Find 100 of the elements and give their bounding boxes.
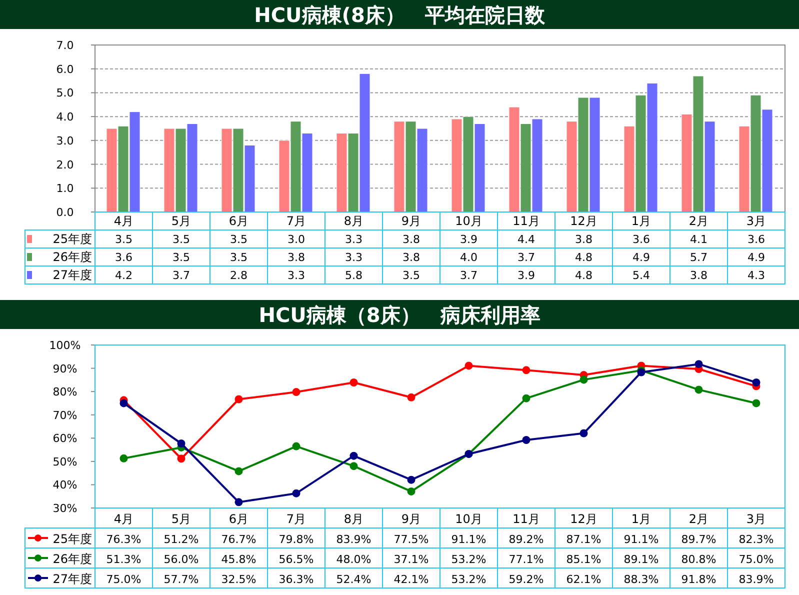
data-label: 91.8% xyxy=(681,573,716,586)
data-label: 79.8% xyxy=(278,533,314,546)
data-label: 53.2% xyxy=(451,573,486,586)
data-label: 5.8 xyxy=(345,269,362,282)
data-label: 3.3 xyxy=(345,233,362,246)
data-label: 4.4 xyxy=(518,233,535,246)
x-tick-label: 12月 xyxy=(570,512,598,526)
data-label: 5.4 xyxy=(632,269,650,282)
x-tick-label: 4月 xyxy=(114,214,134,228)
legend-label: 25年度 xyxy=(52,232,92,246)
data-label: 76.7% xyxy=(221,533,256,546)
data-label: 56.5% xyxy=(278,553,314,566)
y-tick-label: 5.0 xyxy=(56,86,74,100)
data-label: 3.0 xyxy=(288,233,305,246)
x-tick-label: 1月 xyxy=(631,512,652,526)
data-label: 4.8 xyxy=(575,269,592,282)
x-tick-label: 2月 xyxy=(688,512,709,526)
data-label: 4.8 xyxy=(575,251,592,264)
x-tick-label: 7月 xyxy=(286,214,306,228)
data-label: 5.7 xyxy=(690,251,708,264)
y-tick-label: 1.0 xyxy=(56,182,74,196)
x-tick-label: 4月 xyxy=(114,512,134,526)
data-label: 85.1% xyxy=(566,553,602,566)
data-label: 91.1% xyxy=(451,533,486,546)
data-label: 4.0 xyxy=(460,251,478,264)
data-label: 3.5 xyxy=(172,251,190,264)
data-label: 56.0% xyxy=(164,553,199,566)
data-label: 51.3% xyxy=(106,553,142,566)
data-label: 89.2% xyxy=(508,533,544,546)
data-label: 3.9 xyxy=(460,233,478,246)
data-label: 4.1 xyxy=(690,233,708,246)
data-label: 51.2% xyxy=(164,533,199,546)
data-label: 75.0% xyxy=(106,573,142,586)
data-label: 3.5 xyxy=(402,269,420,282)
data-label: 3.5 xyxy=(172,233,190,246)
data-label: 80.8% xyxy=(681,553,716,566)
x-tick-label: 11月 xyxy=(512,214,540,228)
data-label: 3.3 xyxy=(288,269,305,282)
x-tick-label: 5月 xyxy=(171,214,192,228)
data-label: 89.7% xyxy=(681,533,716,546)
y-tick-label: 30% xyxy=(52,502,78,515)
data-label: 3.8 xyxy=(402,251,420,264)
data-label: 3.7 xyxy=(172,269,190,282)
data-label: 77.1% xyxy=(508,553,544,566)
chart-title: HCU病棟(8床） 平均在院日数 xyxy=(254,3,546,27)
x-tick-label: 7月 xyxy=(286,512,306,526)
data-label: 45.8% xyxy=(221,553,256,566)
x-tick-label: 3月 xyxy=(746,512,766,526)
y-tick-label: 60% xyxy=(52,432,78,446)
x-tick-label: 9月 xyxy=(401,214,422,228)
chart-title: HCU病棟（8床） 病床利用率 xyxy=(258,303,540,327)
x-tick-label: 2月 xyxy=(688,214,709,228)
data-label: 3.6 xyxy=(115,251,132,264)
data-label: 3.8 xyxy=(402,233,420,246)
legend-label: 26年度 xyxy=(52,552,92,566)
y-tick-label: 0.0 xyxy=(56,206,74,219)
data-label: 3.6 xyxy=(632,233,650,246)
data-label: 57.7% xyxy=(164,573,199,586)
x-tick-label: 9月 xyxy=(401,512,422,526)
data-label: 62.1% xyxy=(566,573,602,586)
data-label: 3.5 xyxy=(230,233,248,246)
y-tick-label: 70% xyxy=(52,408,78,422)
data-label: 3.8 xyxy=(575,233,592,246)
data-label: 3.5 xyxy=(230,251,248,264)
y-tick-label: 90% xyxy=(52,362,78,376)
x-tick-label: 1月 xyxy=(631,214,652,228)
y-tick-label: 7.0 xyxy=(56,39,74,52)
legend-label: 26年度 xyxy=(52,250,92,264)
data-label: 4.9 xyxy=(748,251,765,264)
data-label: 3.8 xyxy=(288,251,305,264)
data-label: 52.4% xyxy=(336,573,372,586)
data-label: 3.8 xyxy=(690,269,708,282)
data-label: 88.3% xyxy=(624,573,659,586)
x-tick-label: 8月 xyxy=(344,214,364,228)
x-tick-label: 3月 xyxy=(746,214,766,228)
data-label: 75.0% xyxy=(738,553,774,566)
x-tick-label: 6月 xyxy=(228,214,249,228)
x-tick-label: 12月 xyxy=(570,214,598,228)
x-tick-label: 8月 xyxy=(344,512,364,526)
y-tick-label: 2.0 xyxy=(56,158,74,172)
x-tick-label: 6月 xyxy=(228,512,249,526)
y-tick-label: 50% xyxy=(52,455,78,468)
y-tick-label: 100% xyxy=(49,339,81,352)
data-label: 36.3% xyxy=(278,573,314,586)
data-label: 83.9% xyxy=(738,573,774,586)
legend-label: 27年度 xyxy=(52,268,92,282)
data-label: 48.0% xyxy=(336,553,372,566)
data-label: 2.8 xyxy=(230,269,248,282)
data-label: 87.1% xyxy=(566,533,602,546)
y-tick-label: 40% xyxy=(52,478,78,492)
data-label: 3.6 xyxy=(748,233,765,246)
legend-label: 25年度 xyxy=(52,532,92,546)
data-label: 91.1% xyxy=(624,533,659,546)
data-label: 42.1% xyxy=(394,573,429,586)
data-label: 3.7 xyxy=(460,269,478,282)
data-label: 83.9% xyxy=(336,533,372,546)
y-tick-label: 4.0 xyxy=(56,110,74,124)
data-label: 37.1% xyxy=(394,553,429,566)
y-tick-label: 6.0 xyxy=(56,62,74,76)
data-label: 89.1% xyxy=(624,553,659,566)
